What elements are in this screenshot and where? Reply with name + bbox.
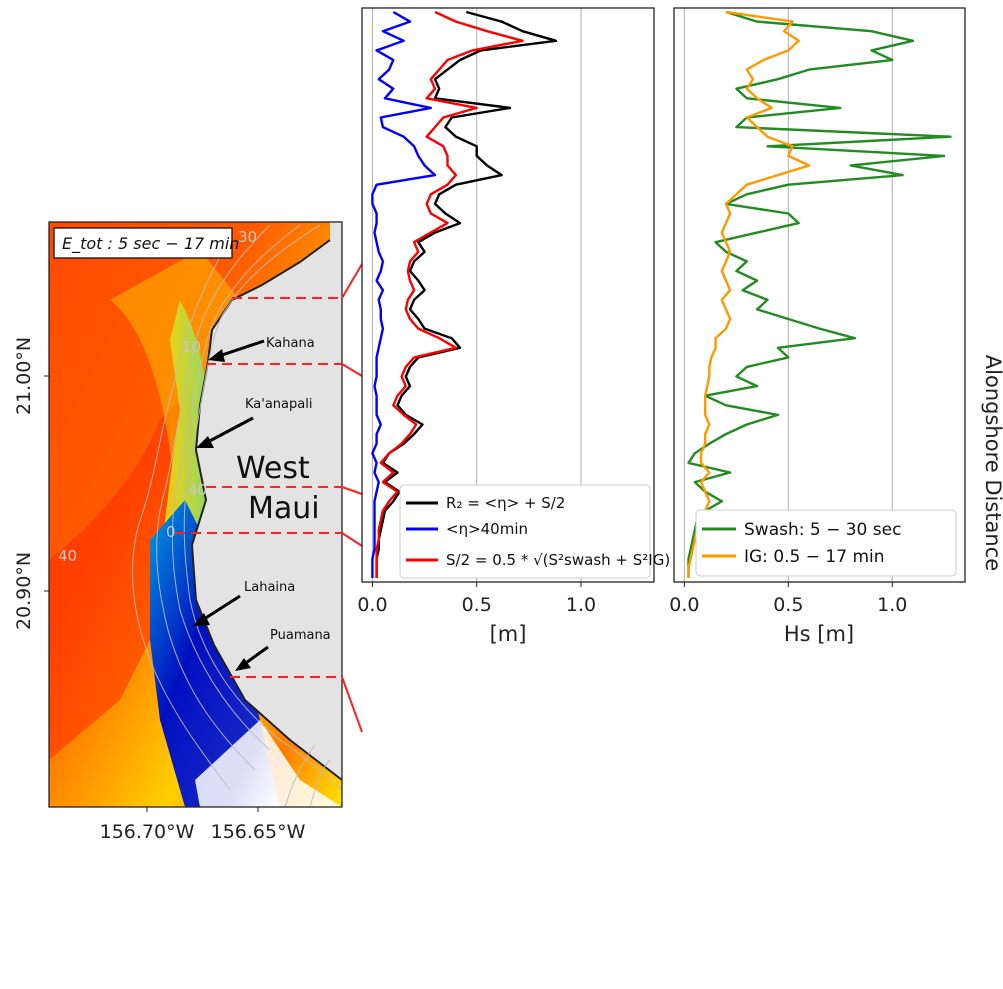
map-section-markers bbox=[175, 263, 363, 733]
lat-tick-label: 20.90°N bbox=[13, 552, 35, 630]
runup-x-ticks: 0.0 0.5 1.0 bbox=[357, 582, 596, 616]
hs-series bbox=[687, 10, 952, 578]
x-tick-label: 0.5 bbox=[462, 594, 492, 616]
alongshore-axis-label: Alongshore Distance bbox=[981, 355, 1003, 571]
map-label-box: E_tot : 5 sec − 17 min bbox=[53, 227, 239, 259]
land-mass bbox=[192, 222, 342, 780]
series-line-ig bbox=[687, 10, 811, 578]
series-line-swash bbox=[687, 10, 952, 578]
region-label-line2: Maui bbox=[248, 491, 320, 526]
x-tick-label: 0.0 bbox=[669, 594, 699, 616]
contour-label: 0 bbox=[166, 523, 176, 541]
place-label-lahaina: Lahaina bbox=[244, 580, 295, 595]
bathymetry-contours bbox=[132, 224, 342, 807]
runup-x-axis-label: [m] bbox=[490, 622, 527, 646]
x-tick-label: 0.0 bbox=[357, 594, 387, 616]
legend-label-total: R₂ = <η> + S/2 bbox=[446, 494, 565, 512]
hs-x-ticks: 0.0 0.5 1.0 bbox=[669, 582, 907, 616]
series-line-swash_total bbox=[375, 10, 524, 578]
map-axes: 21.00°N 20.90°N 156.70°W 156.65°W bbox=[13, 337, 306, 843]
hs-panel: 0.0 0.5 1.0 Hs [m] Swash: 5 − 30 sec IG: 0… bbox=[669, 7, 966, 646]
lat-tick-label: 21.00°N bbox=[13, 337, 35, 415]
x-tick-label: 0.5 bbox=[773, 594, 803, 616]
contour-label: 40 bbox=[188, 481, 207, 499]
hs-x-axis-label: Hs [m] bbox=[784, 622, 854, 646]
series-line-setup bbox=[371, 10, 437, 578]
place-label-puamana: Puamana bbox=[270, 628, 331, 643]
coastline bbox=[190, 239, 342, 781]
hs-grid bbox=[683, 8, 893, 582]
legend-label-swash: Swash: 5 − 30 sec bbox=[744, 520, 901, 540]
contour-label: 30 bbox=[238, 228, 257, 246]
x-tick-label: 1.0 bbox=[566, 594, 596, 616]
place-annotations: Kahana Ka'anapali Lahaina Puamana West M… bbox=[193, 336, 331, 671]
map-label: E_tot : 5 sec − 17 min bbox=[62, 234, 239, 254]
lon-tick-label: 156.65°W bbox=[211, 821, 306, 843]
lon-tick-label: 156.70°W bbox=[100, 821, 195, 843]
map-panel: 30 10 40 0 40 bbox=[49, 222, 342, 807]
runup-legend: R₂ = <η> + S/2 <η>40min S/2 = 0.5 * √(S²… bbox=[399, 484, 670, 579]
place-label-kahana: Kahana bbox=[266, 336, 315, 351]
region-label-line1: West bbox=[236, 451, 310, 486]
hs-frame bbox=[673, 7, 966, 583]
x-tick-label: 1.0 bbox=[877, 594, 907, 616]
legend-label-setup: <η>40min bbox=[446, 520, 528, 538]
legend-label-swash-total: S/2 = 0.5 * √(S²swash + S²IG) bbox=[446, 551, 670, 569]
runup-series bbox=[371, 10, 558, 578]
map-frame bbox=[48, 221, 343, 808]
contour-label: 40 bbox=[58, 547, 77, 565]
place-label-kaanapali: Ka'anapali bbox=[245, 397, 312, 412]
runup-panel: 0.0 0.5 1.0 [m] R₂ = <η> + S/2 <η>40min S/… bbox=[357, 7, 670, 646]
runup-frame bbox=[361, 7, 655, 583]
contour-labels: 30 10 40 0 40 bbox=[58, 228, 257, 565]
hs-legend: Swash: 5 − 30 sec IG: 0.5 − 17 min bbox=[695, 509, 957, 577]
contour-label: 10 bbox=[182, 338, 201, 356]
legend-label-ig: IG: 0.5 − 17 min bbox=[744, 547, 885, 567]
